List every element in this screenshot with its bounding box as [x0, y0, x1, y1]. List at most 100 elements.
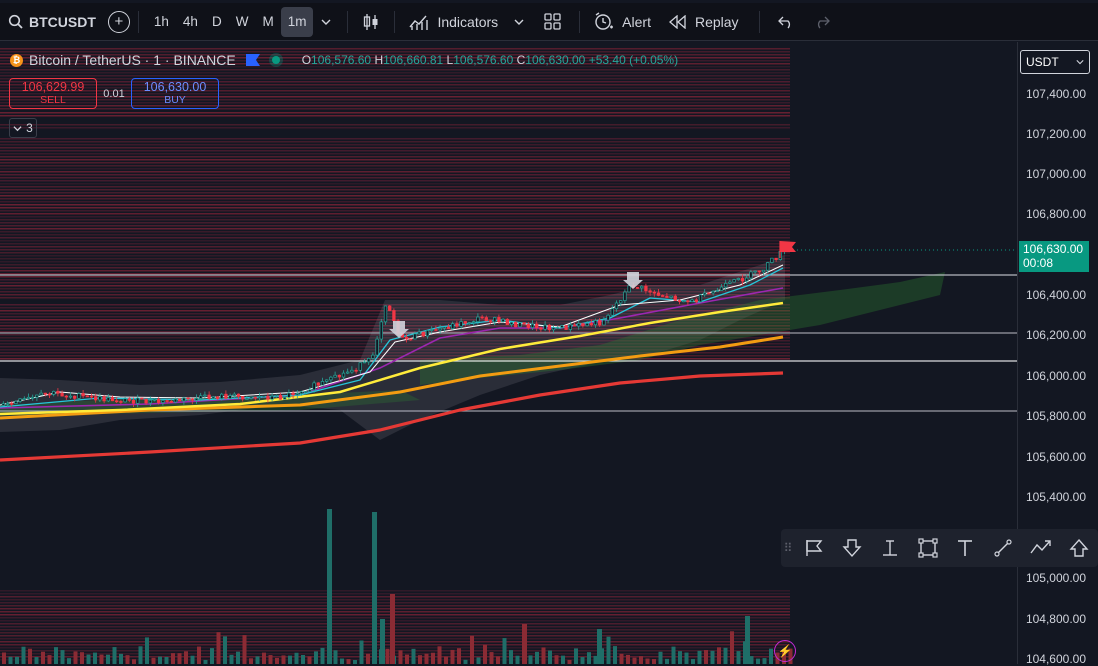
price-axis[interactable]: 107,400.00 107,200.00 107,000.00 106,800… — [1017, 42, 1098, 666]
timeframe-w[interactable]: W — [235, 14, 249, 29]
replay-button[interactable]: Replay — [657, 7, 751, 37]
symbol-name: BTCUSDT — [29, 13, 96, 30]
drag-handle[interactable]: ⠿ — [783, 541, 793, 555]
sell-button[interactable]: 106,629.99 SELL — [9, 78, 97, 109]
volume-bar — [41, 651, 45, 664]
candle-body — [497, 317, 501, 323]
candle-countdown: 00:08 — [1023, 256, 1054, 270]
plus-circle-icon[interactable]: + — [107, 10, 130, 33]
divider — [394, 10, 396, 33]
lightning-icon[interactable]: ⚡ — [774, 640, 796, 662]
close-value: 106,630.00 — [525, 53, 586, 67]
volume-bar — [67, 658, 71, 664]
layout-grid-icon — [544, 13, 561, 30]
volume-profile-row — [0, 69, 790, 71]
volume-profile-row — [0, 255, 790, 257]
timeframe-dropdown[interactable] — [313, 7, 339, 37]
timeframe-m[interactable]: M — [262, 14, 274, 29]
timeframe-1m[interactable]: 1m — [280, 6, 314, 37]
indicators-button[interactable]: Indicators — [403, 7, 504, 37]
candle-body — [148, 399, 152, 404]
chart-legend: ₿ Bitcoin / TetherUS · 1 · BINANCE O106,… — [10, 52, 678, 68]
candle-body — [257, 396, 262, 399]
volume-bar — [294, 652, 299, 664]
volume-profile-row — [0, 186, 790, 188]
candle-body — [379, 321, 383, 340]
volume-bar — [554, 655, 559, 664]
volume-bar — [54, 647, 58, 664]
volume-bar — [450, 649, 455, 664]
volume-bar — [405, 654, 409, 664]
candle-body — [409, 338, 413, 341]
indicators-dropdown[interactable] — [504, 7, 534, 37]
volume-profile-row — [0, 237, 790, 239]
candle-body — [110, 397, 115, 402]
candle-body — [619, 300, 623, 304]
trend-line-icon[interactable] — [984, 529, 1022, 567]
ma-line-white — [0, 264, 784, 406]
candle-body — [274, 394, 278, 397]
volume-bar — [684, 652, 689, 664]
volume-bar — [541, 647, 546, 664]
candle-body — [467, 322, 472, 324]
volume-profile-row — [0, 90, 790, 92]
candle-body — [316, 382, 320, 386]
candle-body — [253, 396, 257, 399]
candle-body — [719, 286, 724, 291]
candle-body — [509, 321, 514, 325]
volume-bar — [106, 654, 110, 664]
redo-button[interactable] — [804, 7, 840, 37]
volume-bar — [697, 650, 702, 664]
alert-button[interactable]: Alert — [588, 7, 657, 37]
candle-body — [442, 326, 446, 329]
timeframe-1h[interactable]: 1h — [153, 14, 169, 29]
flag-icon[interactable] — [795, 529, 833, 567]
price-tick: 105,400.00 — [1025, 490, 1086, 504]
symbol-search[interactable]: BTCUSDT — [0, 7, 96, 37]
currency-select[interactable]: USDT — [1020, 50, 1090, 74]
volume-bar — [671, 646, 676, 664]
candle-body — [656, 292, 661, 296]
candle-body — [10, 402, 14, 405]
candle-body — [291, 392, 295, 396]
candle-body — [43, 392, 47, 395]
candle-body — [585, 322, 589, 327]
candle-body — [543, 324, 547, 330]
price-tick: 106,000.00 — [1025, 369, 1086, 383]
buy-button[interactable]: 106,630.00 BUY — [131, 78, 219, 109]
undo-button[interactable] — [768, 7, 804, 37]
text-icon[interactable] — [946, 529, 984, 567]
volume-bar — [567, 659, 572, 664]
candle-body — [404, 336, 409, 340]
text-cursor-icon[interactable] — [871, 529, 909, 567]
flag-icon[interactable] — [245, 54, 260, 66]
chart-pane[interactable] — [0, 42, 1017, 664]
indicators-toggle[interactable]: 3 — [9, 118, 37, 138]
arrow-down-icon[interactable] — [833, 529, 871, 567]
candle-body — [589, 322, 593, 326]
volume-profile-row — [0, 48, 790, 50]
price-chart[interactable] — [0, 42, 1017, 664]
timeframe-4h[interactable]: 4h — [182, 14, 198, 29]
volume-spike — [522, 624, 527, 664]
volume-bar — [548, 650, 552, 664]
path-icon[interactable] — [1022, 529, 1060, 567]
layout-button[interactable] — [534, 7, 571, 37]
rectangle-icon[interactable] — [909, 529, 947, 567]
volume-bar — [138, 646, 143, 664]
symbol-title[interactable]: Bitcoin / TetherUS · 1 · BINANCE — [29, 52, 236, 68]
candle-body — [530, 323, 535, 329]
volume-profile-row — [0, 171, 790, 173]
candle-body — [367, 358, 371, 363]
chevron-down-icon — [1076, 58, 1084, 66]
volume-bar — [619, 653, 624, 664]
volume-profile-row — [0, 337, 790, 339]
volume-profile-row — [0, 219, 790, 221]
timeframe-d[interactable]: D — [211, 14, 222, 29]
volume-bar — [658, 651, 663, 664]
chart-type-button[interactable] — [356, 7, 386, 37]
arrow-up-icon[interactable] — [1060, 529, 1098, 567]
candle-body — [665, 295, 669, 298]
candle-body — [673, 295, 677, 301]
candle-body — [165, 400, 169, 402]
